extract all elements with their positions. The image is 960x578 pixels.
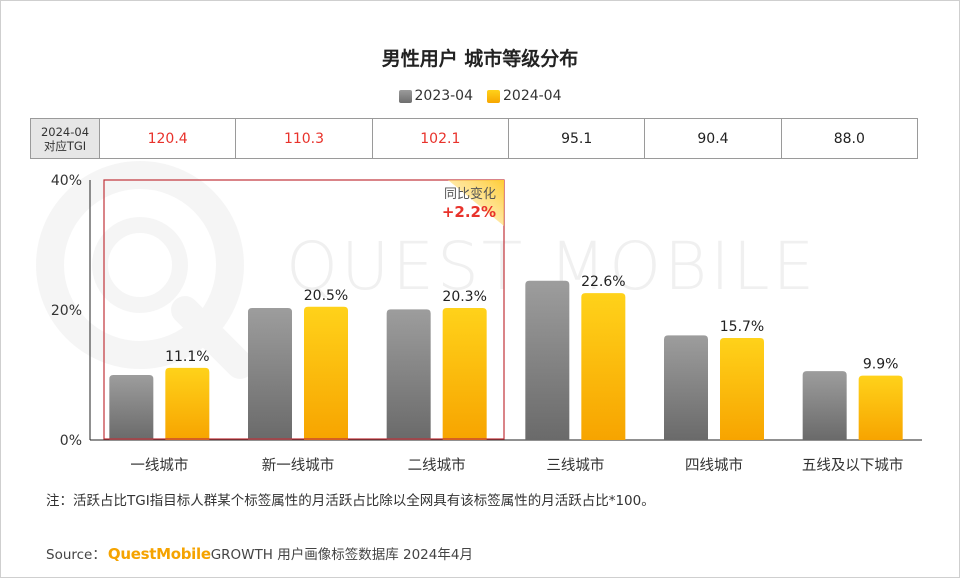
source-brand: QuestMobile <box>107 545 211 563</box>
tgi-value-new-tier1: 110.3 <box>235 118 373 159</box>
bar-2024 <box>304 306 348 440</box>
y-tick-label: 20% <box>51 303 82 319</box>
tgi-header-line1: 2024-04 <box>40 124 90 139</box>
bar-2023 <box>802 371 847 440</box>
bar-2024 <box>720 337 764 440</box>
bar-2024 <box>442 308 487 440</box>
source-prefix: Source： <box>46 547 106 563</box>
legend-item-2023: 2023-04 <box>398 88 474 104</box>
data-label: 20.3% <box>442 289 486 305</box>
source-text: GROWTH 用户画像标签数据库 2024年4月 <box>210 547 473 563</box>
bar-group <box>109 280 903 440</box>
highlight-rect <box>103 179 505 440</box>
category-label: 二线城市 <box>408 457 466 474</box>
data-label: 22.6% <box>581 274 625 290</box>
bar-2023 <box>386 309 431 440</box>
footnote: 注：活跃占比TGI指目标人群某个标签属性的月活跃占比除以全网具有该标签属性的月活… <box>46 493 655 509</box>
tgi-table: 2024-04 对应TGI 120.4 110.3 102.1 95.1 90.… <box>30 118 919 159</box>
category-label: 三线城市 <box>546 457 604 474</box>
chart-title: 男性用户 城市等级分布 <box>381 48 579 70</box>
tgi-row: 2024-04 对应TGI 120.4 110.3 102.1 95.1 90.… <box>30 118 919 159</box>
category-label: 新一线城市 <box>262 457 335 474</box>
data-label: 15.7% <box>720 319 764 335</box>
bar-2024 <box>165 367 210 440</box>
bar-2023 <box>248 308 292 440</box>
category-label: 五线及以下城市 <box>802 457 904 474</box>
data-label: 9.9% <box>863 357 899 373</box>
tgi-value-tier5: 88.0 <box>780 118 919 159</box>
legend: 2023-04 2024-04 <box>0 88 960 104</box>
yoy-change-value: +2.2% <box>442 203 496 221</box>
tgi-header-line2: 对应TGI <box>43 138 87 153</box>
tgi-header-cell: 2024-04 对应TGI <box>30 118 100 159</box>
category-label: 四线城市 <box>685 457 743 474</box>
watermark-logo-icon <box>36 161 254 379</box>
highlight-corner-icon <box>448 180 504 226</box>
tgi-value-tier4: 90.4 <box>644 118 782 159</box>
y-tick-group: 0% 20% 40% <box>51 173 82 449</box>
y-tick-label: 0% <box>60 433 82 449</box>
bar-2023 <box>664 335 708 440</box>
highlight-box: 同比变化 +2.2% <box>103 179 505 440</box>
category-label: 一线城市 <box>130 457 188 474</box>
data-label-group: 11.1% 20.5% 20.3% 22.6% 15.7% 9.9% <box>165 274 898 373</box>
legend-swatch-2023 <box>398 89 412 103</box>
legend-swatch-2024 <box>487 89 500 103</box>
data-label: 11.1% <box>165 349 209 365</box>
yoy-change-label: 同比变化 <box>444 186 496 202</box>
bar-2024 <box>581 293 626 440</box>
data-label: 20.5% <box>304 288 348 304</box>
category-label-group: 一线城市 新一线城市 二线城市 三线城市 四线城市 五线及以下城市 <box>130 457 903 474</box>
tgi-value-tier1: 120.4 <box>98 118 237 159</box>
legend-label-2024: 2024-04 <box>503 88 562 104</box>
bar-2023 <box>109 375 154 440</box>
source-line: Source： QuestMobile GROWTH 用户画像标签数据库 202… <box>46 543 473 563</box>
bar-2023 <box>525 280 570 440</box>
bar-2024 <box>858 375 903 440</box>
y-tick-label: 40% <box>51 173 82 189</box>
legend-label-2023: 2023-04 <box>414 88 474 104</box>
legend-item-2024: 2024-04 <box>487 88 562 104</box>
